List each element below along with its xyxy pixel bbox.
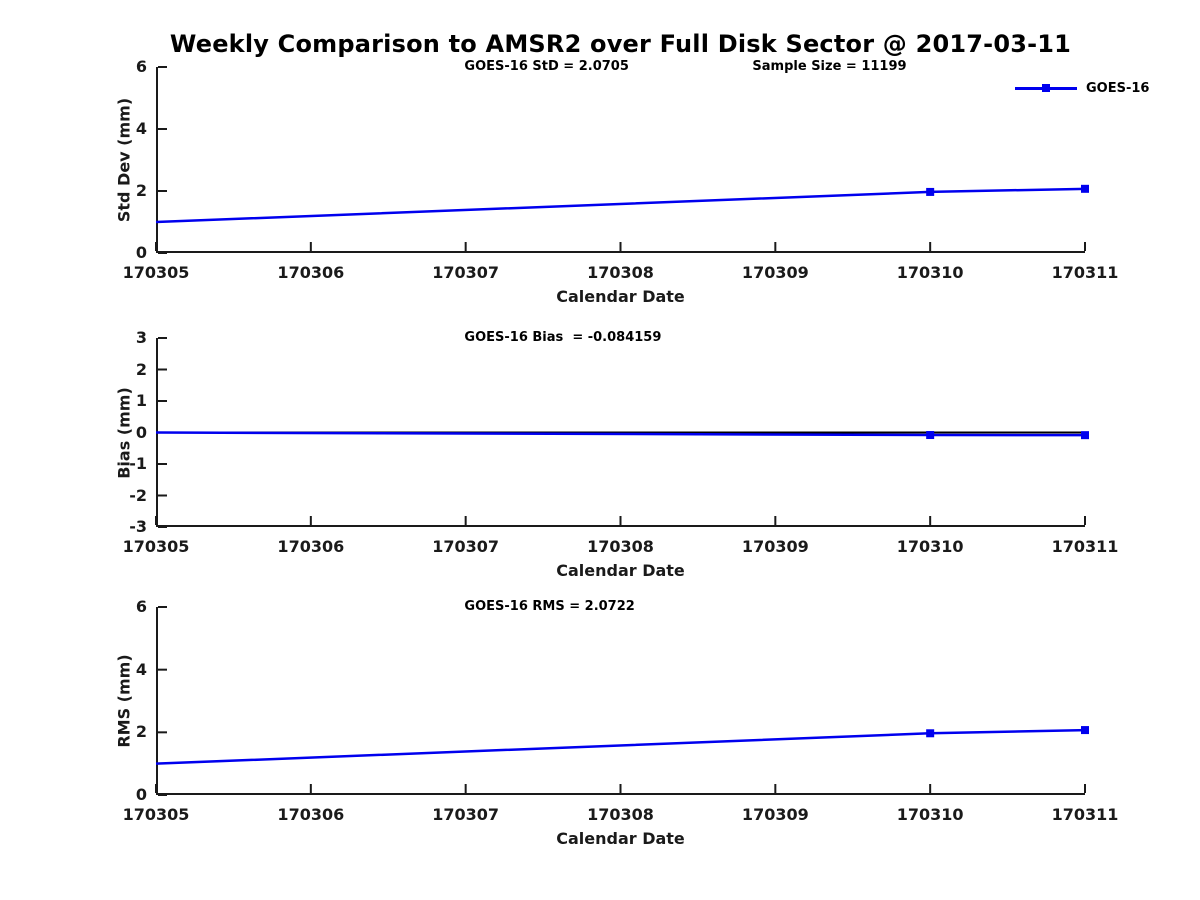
data-point-marker: [926, 729, 935, 738]
subplot-1-annotation: Sample Size = 11199: [752, 59, 907, 74]
x-tick-label: 170307: [432, 263, 500, 282]
y-tick-label: -2: [129, 485, 147, 505]
x-tick-label: 170307: [432, 537, 500, 556]
x-tick-label: 170309: [741, 805, 809, 824]
y-tick-label: 3: [135, 328, 147, 347]
subplot-1-y-axis-label: Std Dev (mm): [114, 97, 134, 223]
x-tick-label: 170310: [896, 537, 964, 556]
subplot-1-annotation: GOES-16 StD = 2.0705: [464, 59, 629, 74]
legend-square-marker-icon: [1042, 84, 1050, 92]
x-tick-label: 170308: [587, 263, 654, 282]
x-tick-label: 170309: [741, 263, 809, 282]
y-tick-label: 2: [135, 359, 147, 379]
figure-title: Weekly Comparison to AMSR2 over Full Dis…: [169, 30, 1072, 58]
x-tick-label: 170306: [277, 263, 345, 282]
series-line: [155, 728, 1086, 765]
x-tick-label: 170310: [896, 263, 964, 282]
x-tick-label: 170311: [1051, 537, 1119, 556]
x-tick-label: 170308: [587, 805, 654, 824]
subplot-1-x-axis-label: Calendar Date: [556, 287, 685, 306]
legend-label: GOES-16: [1086, 81, 1150, 96]
y-tick-label: 1: [135, 391, 147, 410]
x-tick-label: 170305: [122, 805, 190, 824]
data-point-marker: [1081, 726, 1089, 735]
x-tick-label: 170311: [1051, 263, 1119, 282]
legend: GOES-16: [1015, 81, 1149, 96]
y-tick-label: -3: [129, 517, 147, 536]
data-point-marker: [926, 187, 935, 196]
x-tick-label: 170306: [277, 537, 345, 556]
series-line: [155, 187, 1086, 224]
x-tick-label: 170308: [587, 537, 654, 556]
y-tick-label: 0: [135, 785, 147, 804]
subplot-2-annotation: GOES-16 Bias = -0.084159: [464, 330, 662, 345]
legend-line-sample-icon: [1015, 84, 1077, 93]
subplot-2-plot: [155, 337, 1089, 528]
y-tick-label: 6: [135, 597, 147, 616]
y-tick-label: 2: [135, 722, 147, 742]
x-tick-label: 170310: [896, 805, 964, 824]
x-tick-label: 170305: [122, 263, 190, 282]
subplot-3-annotation: GOES-16 RMS = 2.0722: [464, 599, 635, 614]
x-tick-label: 170306: [277, 805, 345, 824]
data-point-marker: [1081, 184, 1089, 193]
y-tick-label: 6: [135, 57, 147, 76]
x-tick-label: 170307: [432, 805, 500, 824]
subplot-1-plot: [155, 66, 1089, 254]
x-tick-label: 170305: [122, 537, 190, 556]
y-tick-label: 0: [135, 243, 147, 262]
subplot-3-plot: [155, 606, 1089, 796]
y-tick-label: 4: [135, 119, 147, 138]
y-tick-label: 4: [135, 659, 147, 679]
y-tick-label: 2: [135, 181, 147, 200]
y-tick-label: 0: [135, 422, 147, 442]
x-tick-label: 170309: [741, 537, 809, 556]
data-point-marker: [926, 431, 935, 440]
y-tick-label: -1: [129, 454, 147, 473]
x-tick-label: 170311: [1051, 805, 1119, 824]
data-point-marker: [1081, 431, 1089, 440]
subplot-3-x-axis-label: Calendar Date: [556, 829, 685, 848]
subplot-2-x-axis-label: Calendar Date: [556, 561, 685, 580]
